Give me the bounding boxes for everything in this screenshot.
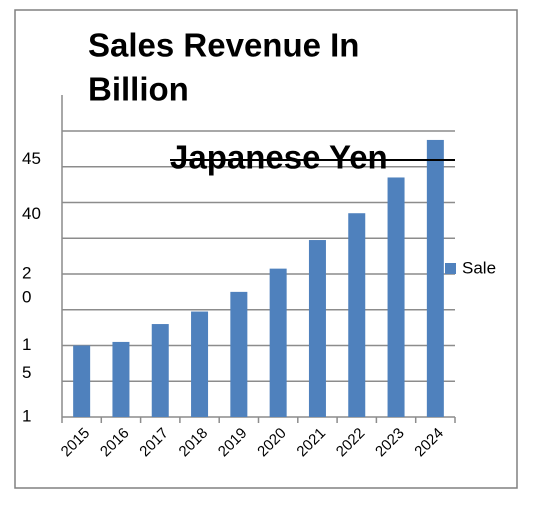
legend-swatch — [445, 263, 456, 274]
bar — [426, 139, 444, 417]
y-tick-label: 1 — [22, 335, 31, 354]
bar — [269, 268, 287, 417]
y-tick-label: 0 — [22, 287, 31, 306]
bar — [387, 177, 405, 417]
y-tick-label: 45 — [22, 149, 41, 168]
bar — [191, 311, 209, 417]
y-tick-label: 2 — [22, 263, 31, 282]
bar — [230, 291, 248, 417]
bar — [308, 240, 326, 417]
bar — [73, 345, 91, 417]
bar — [348, 213, 366, 417]
bar — [151, 324, 169, 417]
chart-title: Sales Revenue In — [88, 27, 359, 64]
bar — [112, 341, 130, 417]
legend-label: Sale — [462, 258, 496, 277]
chart-title: Billion — [88, 71, 189, 108]
y-tick-label: 5 — [22, 363, 31, 382]
chart-subtitle: Japanese Yen — [170, 139, 388, 176]
y-tick-label: 40 — [22, 204, 41, 223]
y-tick-label: 1 — [22, 406, 31, 425]
